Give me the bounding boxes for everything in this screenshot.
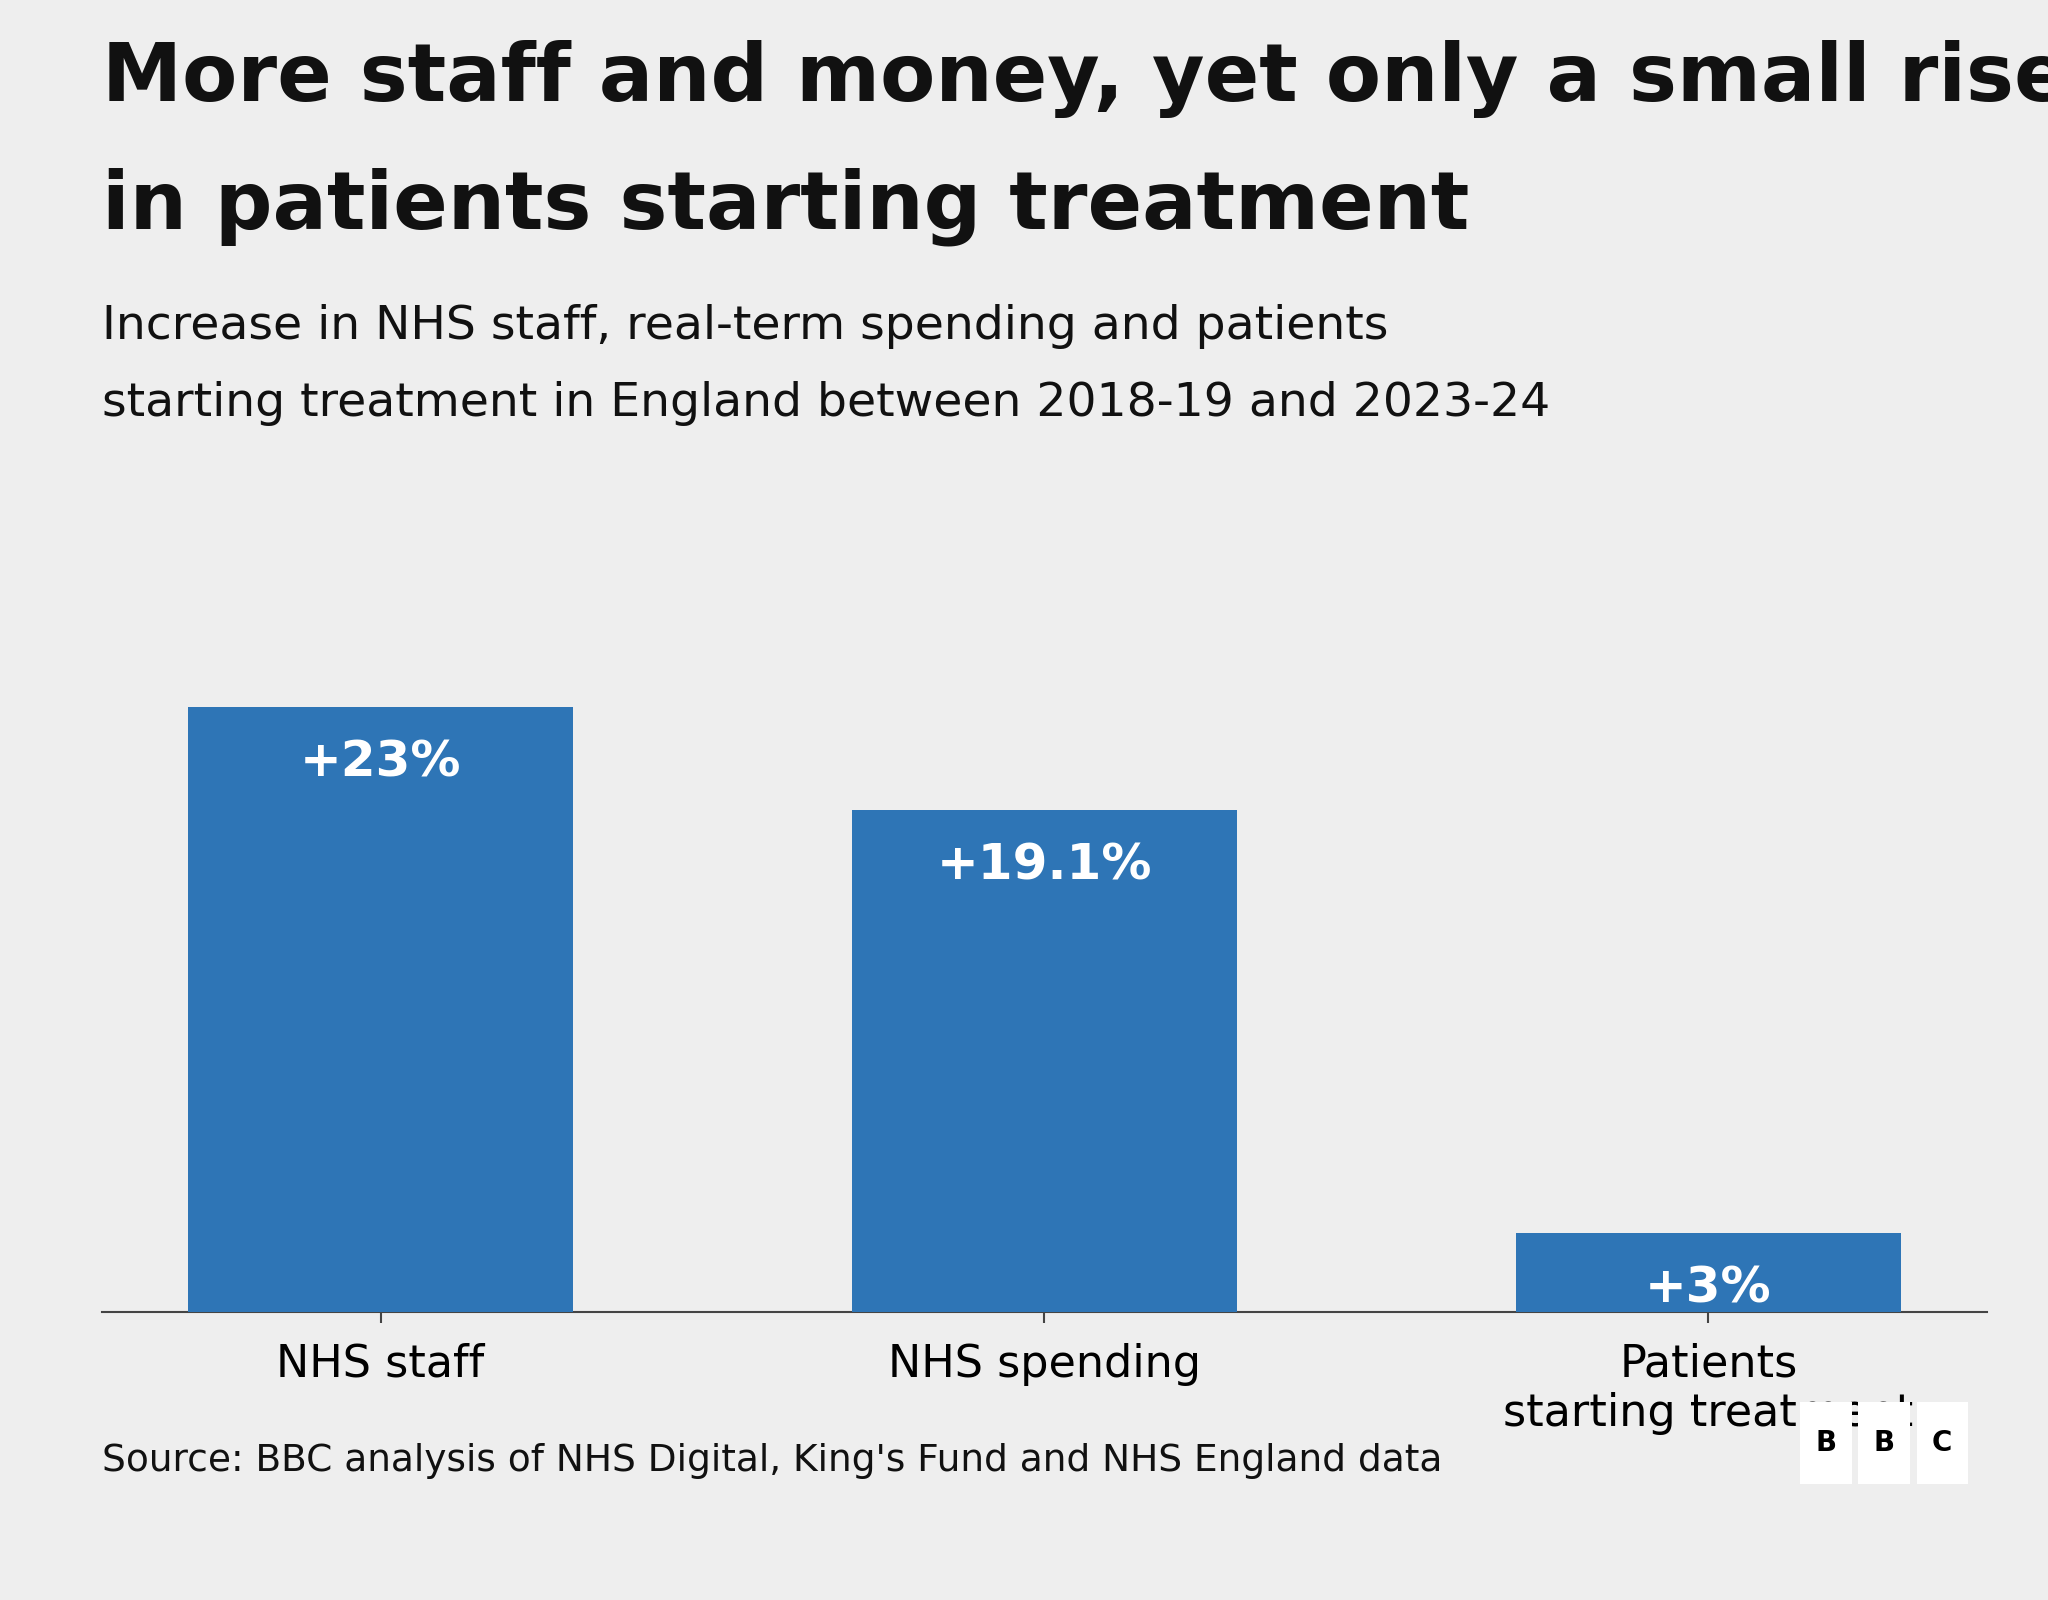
Bar [852, 810, 1237, 1312]
Bar [1516, 1234, 1901, 1312]
Text: More staff and money, yet only a small rise: More staff and money, yet only a small r… [102, 40, 2048, 118]
Text: Source: BBC analysis of NHS Digital, King's Fund and NHS England data: Source: BBC analysis of NHS Digital, Kin… [102, 1443, 1442, 1478]
Text: +23%: +23% [299, 739, 461, 787]
Text: +3%: +3% [1645, 1264, 1772, 1312]
Bar [188, 707, 573, 1312]
Text: C: C [1931, 1429, 1952, 1458]
Text: Increase in NHS staff, real-term spending and patients: Increase in NHS staff, real-term spendin… [102, 304, 1389, 349]
Bar [1800, 1402, 1851, 1485]
Text: +19.1%: +19.1% [936, 842, 1153, 890]
Text: in patients starting treatment: in patients starting treatment [102, 168, 1470, 246]
Text: B: B [1874, 1429, 1894, 1458]
Text: starting treatment in England between 2018-19 and 2023-24: starting treatment in England between 20… [102, 381, 1550, 426]
Bar [1858, 1402, 1909, 1485]
Bar [1917, 1402, 1968, 1485]
Text: B: B [1815, 1429, 1837, 1458]
